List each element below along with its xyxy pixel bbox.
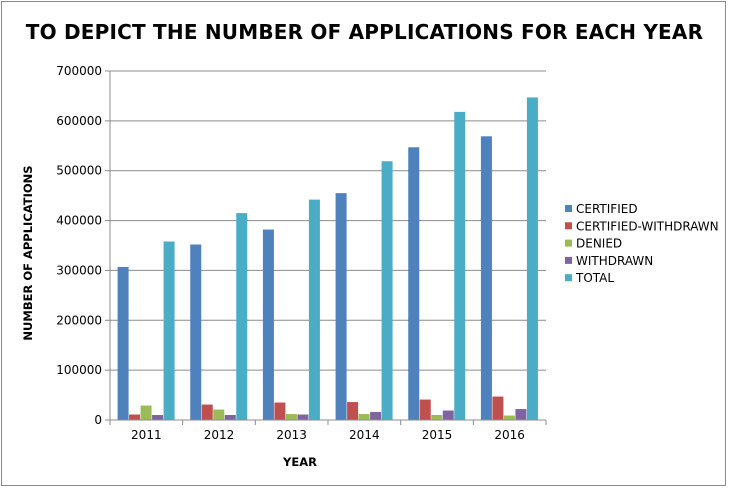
bar-withdrawn-2016 xyxy=(515,409,527,420)
bar-denied-2016 xyxy=(503,415,515,420)
bar-denied-2014 xyxy=(358,414,370,420)
legend-label: CERTIFIED-WITHDRAWN xyxy=(576,219,719,233)
bar-certified-withdrawn-2013 xyxy=(274,402,286,420)
y-tick-label: 0 xyxy=(94,413,102,427)
y-tick-label: 100000 xyxy=(56,363,102,377)
bar-certified-2014 xyxy=(335,193,347,420)
chart-title: TO DEPICT THE NUMBER OF APPLICATIONS FOR… xyxy=(25,20,704,44)
bar-total-2015 xyxy=(454,111,466,420)
x-tick-label: 2014 xyxy=(349,428,380,442)
y-tick-label: 400000 xyxy=(56,214,102,228)
bar-certified-withdrawn-2016 xyxy=(492,396,504,420)
bar-certified-withdrawn-2012 xyxy=(201,404,213,420)
x-axis: 2011 2012 2013 2014 2015 2016 xyxy=(109,71,547,442)
y-tick-label: 600000 xyxy=(56,114,102,128)
bar-total-2013 xyxy=(308,199,320,420)
bar-withdrawn-2014 xyxy=(370,412,382,420)
legend-swatch xyxy=(565,205,572,212)
x-axis-label: YEAR xyxy=(282,455,317,469)
bar-certified-2011 xyxy=(117,266,129,420)
y-axis-ticks: 0 100000 200000 300000 400000 500000 600000 700… xyxy=(56,64,110,427)
y-tick-label: 700000 xyxy=(56,64,102,78)
bar-denied-2013 xyxy=(285,414,297,420)
bar-certified-withdrawn-2015 xyxy=(419,399,431,420)
bar-total-2012 xyxy=(236,213,248,420)
bar-denied-2011 xyxy=(140,405,152,420)
legend-swatch xyxy=(565,239,572,247)
bars xyxy=(117,97,538,420)
bar-certified-2012 xyxy=(190,244,202,420)
bar-total-2016 xyxy=(526,97,538,420)
legend-swatch xyxy=(565,256,572,264)
gridlines xyxy=(110,70,546,421)
x-tick-label: 2011 xyxy=(131,428,162,442)
bar-withdrawn-2013 xyxy=(297,414,309,420)
x-tick-label: 2015 xyxy=(422,428,453,442)
bar-denied-2015 xyxy=(431,415,443,420)
legend-label: CERTIFIED xyxy=(576,202,638,216)
bar-certified-withdrawn-2011 xyxy=(129,414,141,420)
x-tick-label: 2013 xyxy=(276,428,307,442)
y-tick-label: 300000 xyxy=(56,263,102,277)
bar-withdrawn-2015 xyxy=(442,410,454,420)
bar-withdrawn-2012 xyxy=(224,415,236,420)
legend-swatch xyxy=(565,222,572,230)
legend: CERTIFIED CERTIFIED-WITHDRAWN DENIED WITHDR… xyxy=(565,202,719,285)
bar-certified-2013 xyxy=(262,229,274,420)
y-tick-label: 500000 xyxy=(56,164,102,178)
bar-certified-2016 xyxy=(480,136,492,420)
y-tick-label: 200000 xyxy=(56,313,102,327)
legend-label: WITHDRAWN xyxy=(576,254,653,268)
legend-label: DENIED xyxy=(576,237,622,251)
x-tick-label: 2012 xyxy=(204,428,235,442)
bar-denied-2012 xyxy=(213,409,225,420)
bar-certified-2015 xyxy=(408,147,420,420)
y-axis-label: NUMBER OF APPLICATIONS xyxy=(21,165,35,340)
bar-total-2011 xyxy=(163,241,175,420)
legend-swatch xyxy=(565,274,572,282)
bar-total-2014 xyxy=(381,161,393,420)
x-tick-label: 2016 xyxy=(494,428,525,442)
bar-withdrawn-2011 xyxy=(152,415,164,420)
legend-label: TOTAL xyxy=(575,271,614,285)
bar-certified-withdrawn-2014 xyxy=(347,402,359,420)
